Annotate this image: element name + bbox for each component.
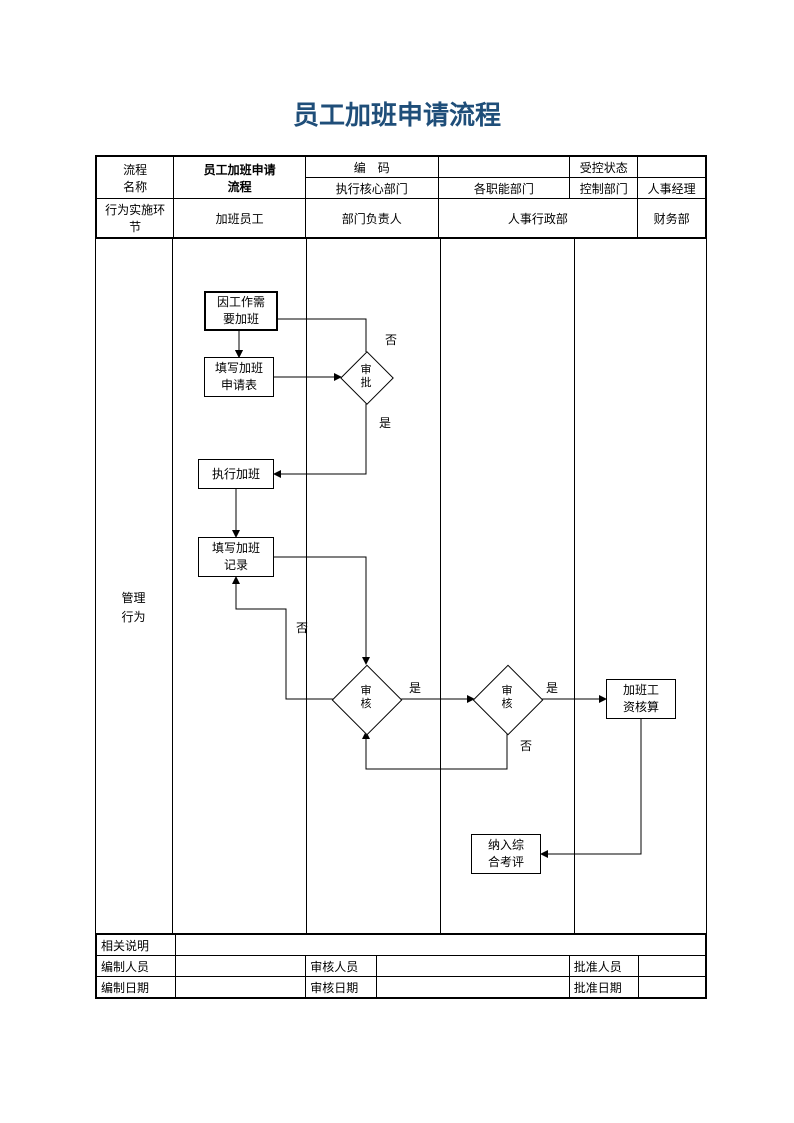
flow-side-label: 管理行为 xyxy=(96,589,171,627)
hdr-exec-dept-label: 执行核心部门 xyxy=(306,178,439,199)
hdr-code-label: 编 码 xyxy=(306,157,439,178)
ftr-compiler-value xyxy=(175,956,305,977)
ftr-approve-date-value xyxy=(639,977,706,998)
hdr-status-label: 受控状态 xyxy=(570,157,638,178)
ftr-approve-date-label: 批准日期 xyxy=(569,977,639,998)
header-table: 流程名称 员工加班申请流程 编 码 受控状态 执行核心部门 各职能部门 控制部门… xyxy=(96,156,706,238)
ftr-review-date-value xyxy=(376,977,569,998)
node-execute-ot: 执行加班 xyxy=(198,459,274,489)
decision-approve xyxy=(340,351,394,405)
swim-col5: 财务部 xyxy=(638,199,706,238)
hdr-process-name-label: 流程名称 xyxy=(97,157,174,199)
hdr-ctrl-dept-value: 人事经理 xyxy=(638,178,706,199)
d3-yes-label: 是 xyxy=(546,679,558,696)
d1-no-label: 否 xyxy=(385,331,397,348)
hdr-ctrl-dept-label: 控制部门 xyxy=(570,178,638,199)
d2-yes-label: 是 xyxy=(409,679,421,696)
flow-arrows xyxy=(96,239,706,933)
d3-no-label: 否 xyxy=(520,737,532,754)
ftr-reviewer-label: 审核人员 xyxy=(306,956,376,977)
ftr-notes-value xyxy=(175,935,705,956)
node-fill-application: 填写加班申请表 xyxy=(204,357,274,397)
page-title: 员工加班申请流程 xyxy=(0,95,794,132)
ftr-approver-value xyxy=(639,956,706,977)
col-divider-4 xyxy=(574,239,575,933)
col-divider-2 xyxy=(306,239,307,933)
ftr-compiler-label: 编制人员 xyxy=(97,956,176,977)
footer-table: 相关说明 编制人员 审核人员 批准人员 编制日期 审核日期 批准日期 xyxy=(96,934,706,998)
swim-col4: 人事行政部 xyxy=(438,199,638,238)
col-divider-1 xyxy=(172,239,173,933)
ftr-compile-date-label: 编制日期 xyxy=(97,977,176,998)
d2-no-label: 否 xyxy=(296,619,308,636)
decision-review2 xyxy=(473,665,544,736)
hdr-status-value xyxy=(638,157,706,178)
hdr-code-value xyxy=(438,157,570,178)
ftr-approver-label: 批准人员 xyxy=(569,956,639,977)
col-divider-3 xyxy=(440,239,441,933)
hdr-exec-dept-value: 各职能部门 xyxy=(438,178,570,199)
ftr-notes-label: 相关说明 xyxy=(97,935,176,956)
node-appraisal: 纳入综合考评 xyxy=(471,834,541,874)
node-salary-calc: 加班工资核算 xyxy=(606,679,676,719)
ftr-compile-date-value xyxy=(175,977,305,998)
process-table: 流程名称 员工加班申请流程 编 码 受控状态 执行核心部门 各职能部门 控制部门… xyxy=(95,155,707,999)
node-fill-record: 填写加班记录 xyxy=(198,537,274,577)
ftr-reviewer-value xyxy=(376,956,569,977)
ftr-review-date-label: 审核日期 xyxy=(306,977,376,998)
swim-label: 行为实施环节 xyxy=(97,199,174,238)
swim-col2: 加班员工 xyxy=(174,199,306,238)
d1-yes-label: 是 xyxy=(379,414,391,431)
node-start: 因工作需要加班 xyxy=(204,291,278,331)
decision-review1 xyxy=(332,665,403,736)
hdr-process-name: 员工加班申请流程 xyxy=(174,157,306,199)
flowchart-area: 管理行为 xyxy=(96,238,706,934)
swim-col3: 部门负责人 xyxy=(306,199,439,238)
